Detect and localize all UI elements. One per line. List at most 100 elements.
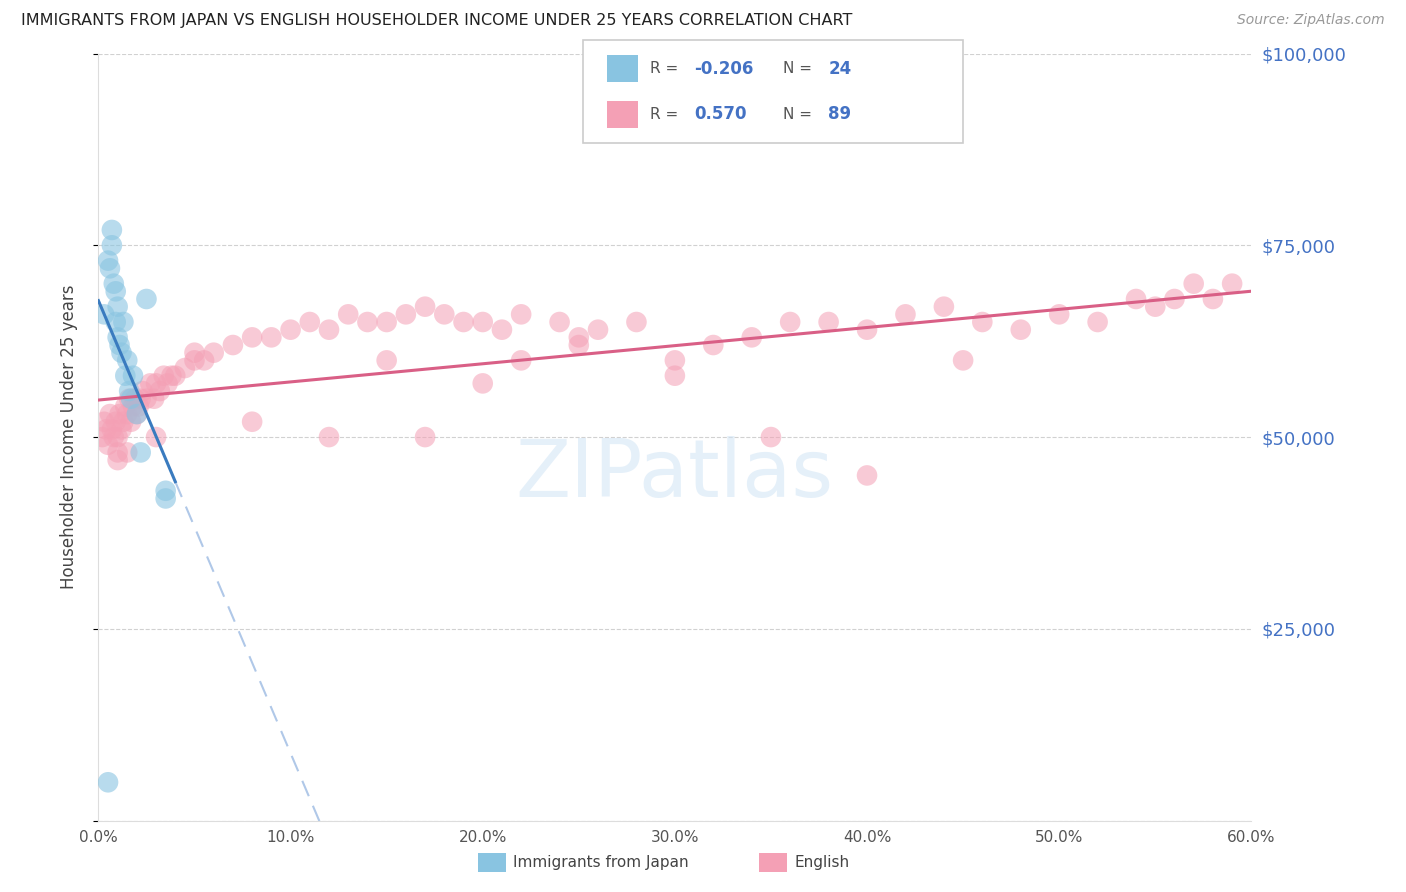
Point	[664, 353, 686, 368]
Point	[98, 261, 121, 276]
Point	[118, 384, 141, 398]
Point	[135, 392, 157, 406]
Point	[143, 392, 166, 406]
Point	[413, 430, 436, 444]
Point	[1087, 315, 1109, 329]
Point	[152, 368, 174, 383]
Point	[93, 415, 115, 429]
Point	[626, 315, 648, 329]
Point	[107, 330, 129, 344]
Point	[510, 307, 533, 321]
Point	[107, 430, 129, 444]
Point	[894, 307, 917, 321]
Point	[145, 376, 167, 391]
Point	[108, 407, 131, 421]
Point	[101, 238, 124, 252]
Point	[586, 323, 609, 337]
Point	[97, 253, 120, 268]
Y-axis label: Householder Income Under 25 years: Householder Income Under 25 years	[59, 285, 77, 590]
Text: Immigrants from Japan: Immigrants from Japan	[513, 855, 689, 870]
Point	[155, 483, 177, 498]
Point	[112, 315, 135, 329]
Point	[129, 445, 152, 459]
Point	[107, 300, 129, 314]
Point	[114, 400, 136, 414]
Point	[395, 307, 418, 321]
Text: R =: R =	[650, 107, 683, 121]
Point	[510, 353, 533, 368]
Point	[101, 422, 124, 436]
Point	[120, 415, 142, 429]
Point	[118, 392, 141, 406]
Point	[337, 307, 360, 321]
Point	[856, 468, 879, 483]
Point	[375, 315, 398, 329]
Point	[104, 415, 127, 429]
Point	[107, 453, 129, 467]
Point	[117, 445, 139, 459]
Point	[128, 400, 150, 414]
Text: R =: R =	[650, 62, 683, 76]
Point	[110, 422, 132, 436]
Point	[155, 491, 177, 506]
Point	[280, 323, 302, 337]
Point	[702, 338, 724, 352]
Point	[491, 323, 513, 337]
Point	[98, 407, 121, 421]
Point	[1182, 277, 1205, 291]
Point	[318, 430, 340, 444]
Point	[193, 353, 215, 368]
Point	[1144, 300, 1167, 314]
Point	[103, 430, 125, 444]
Point	[183, 345, 205, 359]
Point	[318, 323, 340, 337]
Point	[664, 368, 686, 383]
Point	[129, 392, 152, 406]
Point	[139, 376, 162, 391]
Point	[568, 338, 591, 352]
Point	[101, 223, 124, 237]
Point	[1010, 323, 1032, 337]
Point	[240, 415, 263, 429]
Point	[952, 353, 974, 368]
Point	[1125, 292, 1147, 306]
Point	[453, 315, 475, 329]
Text: 24: 24	[828, 60, 852, 78]
Point	[108, 338, 131, 352]
Point	[97, 438, 120, 452]
Point	[122, 368, 145, 383]
Text: N =: N =	[783, 62, 817, 76]
Point	[1163, 292, 1185, 306]
Point	[114, 368, 136, 383]
Text: IMMIGRANTS FROM JAPAN VS ENGLISH HOUSEHOLDER INCOME UNDER 25 YEARS CORRELATION C: IMMIGRANTS FROM JAPAN VS ENGLISH HOUSEHO…	[21, 13, 852, 29]
Point	[107, 445, 129, 459]
Text: Source: ZipAtlas.com: Source: ZipAtlas.com	[1237, 13, 1385, 28]
Point	[972, 315, 994, 329]
Point	[117, 353, 139, 368]
Point	[149, 384, 172, 398]
Point	[112, 415, 135, 429]
Point	[145, 430, 167, 444]
Point	[222, 338, 245, 352]
Point	[135, 292, 157, 306]
Point	[741, 330, 763, 344]
Point	[356, 315, 378, 329]
Text: -0.206: -0.206	[695, 60, 754, 78]
Point	[124, 392, 146, 406]
Text: English: English	[794, 855, 849, 870]
Point	[471, 376, 494, 391]
Point	[471, 315, 494, 329]
Point	[110, 345, 132, 359]
Point	[156, 376, 179, 391]
Point	[183, 353, 205, 368]
Point	[125, 407, 148, 421]
Point	[433, 307, 456, 321]
Text: N =: N =	[783, 107, 817, 121]
Point	[779, 315, 801, 329]
Point	[131, 384, 153, 398]
Point	[298, 315, 321, 329]
Text: ZIPatlas: ZIPatlas	[516, 436, 834, 515]
Point	[120, 392, 142, 406]
Point	[94, 422, 117, 436]
Point	[1220, 277, 1243, 291]
